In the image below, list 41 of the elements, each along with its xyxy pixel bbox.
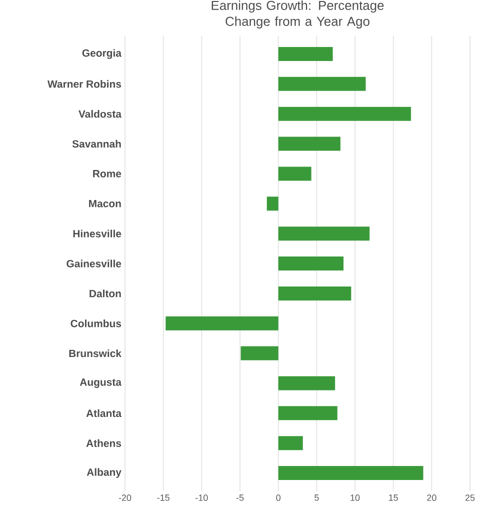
y-tick-label: Savannah — [72, 140, 121, 148]
x-tick-label: -10 — [196, 494, 208, 501]
x-tick-label: -15 — [157, 494, 170, 501]
x-tick-label: 0 — [276, 494, 280, 501]
y-tick-label: Rome — [93, 170, 122, 178]
bar — [278, 166, 312, 181]
bar — [278, 436, 303, 450]
y-tick-label: Warner Robins — [47, 80, 122, 88]
bar — [278, 376, 336, 390]
x-tick-label: -20 — [118, 494, 132, 501]
bar — [278, 76, 366, 91]
bar — [278, 406, 338, 420]
x-tick-label: 15 — [389, 494, 398, 501]
y-tick-label: Valdosta — [78, 110, 122, 118]
y-tick-label: Albany — [86, 468, 122, 478]
y-tick-label: Brunswick — [69, 349, 122, 358]
bar — [278, 256, 344, 271]
bar — [278, 286, 352, 300]
chart-title: Earnings Growth: Percentage Change from a Year Ago — [212, 0, 384, 29]
x-tick-label: 25 — [465, 494, 475, 501]
bar — [278, 226, 370, 241]
y-tick-label: Columbus — [70, 320, 122, 328]
bar — [166, 316, 278, 330]
bar — [240, 346, 278, 360]
y-tick-label: Augusta — [80, 378, 122, 388]
y-tick-label: Atlanta — [86, 409, 122, 418]
y-tick-label: Dalton — [90, 290, 121, 298]
y-tick-label: Georgia — [82, 49, 122, 59]
bar — [278, 466, 424, 480]
x-tick-label: -5 — [236, 494, 244, 501]
y-tick-label: Athens — [86, 439, 122, 447]
y-tick-label: Hinesville — [73, 230, 122, 238]
y-tick-label: Gainesville — [66, 260, 122, 268]
x-tick-label: 10 — [350, 494, 360, 501]
bar — [278, 46, 333, 61]
bar — [278, 106, 411, 121]
bar — [278, 136, 340, 151]
x-tick-label: 20 — [427, 494, 436, 501]
x-tick-label: 5 — [314, 494, 319, 501]
y-tick-label: Macon — [89, 200, 121, 208]
bar — [266, 196, 278, 211]
